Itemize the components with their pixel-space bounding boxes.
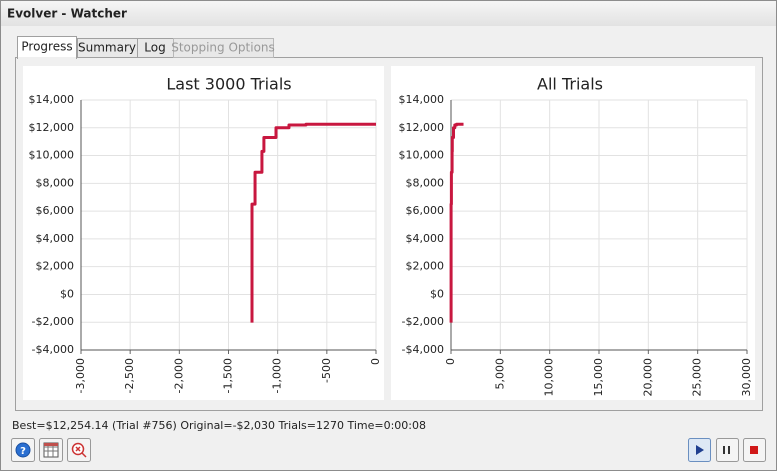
tab-join bbox=[18, 57, 76, 59]
y-tick-label: $4,000 bbox=[36, 232, 75, 245]
line-series bbox=[250, 122, 376, 323]
x-tick-label: 0 bbox=[369, 358, 382, 365]
x-tick-label: 20,000 bbox=[641, 358, 654, 397]
x-tick-label: 15,000 bbox=[592, 358, 605, 397]
y-tick-label: $12,000 bbox=[29, 121, 75, 134]
pause-button[interactable] bbox=[716, 438, 739, 462]
y-tick-label: $14,000 bbox=[29, 93, 75, 106]
help-button[interactable]: ? bbox=[11, 438, 35, 462]
y-tick-label: $8,000 bbox=[406, 176, 445, 189]
chart-panel bbox=[23, 66, 384, 400]
y-tick-label: $6,000 bbox=[406, 204, 445, 217]
y-tick-label: $6,000 bbox=[36, 204, 75, 217]
chart-title: All Trials bbox=[537, 75, 603, 94]
tab-label[interactable]: Progress bbox=[21, 40, 72, 54]
line-series bbox=[449, 122, 464, 323]
excel-button[interactable] bbox=[39, 438, 63, 462]
y-tick-label: $0 bbox=[60, 287, 74, 300]
y-tick-label: $2,000 bbox=[406, 260, 445, 273]
tab bbox=[173, 38, 274, 58]
y-tick-label: $0 bbox=[430, 287, 444, 300]
tab-label: Stopping Options bbox=[171, 41, 275, 55]
x-tick-label: -1,000 bbox=[271, 358, 284, 393]
x-tick-label: -2,500 bbox=[123, 358, 136, 393]
zoom-button[interactable] bbox=[67, 438, 91, 462]
y-tick-label: $10,000 bbox=[399, 149, 445, 162]
x-tick-label: 30,000 bbox=[740, 358, 753, 397]
y-tick-label: $2,000 bbox=[36, 260, 75, 273]
y-tick-label: $8,000 bbox=[36, 176, 75, 189]
title-bar bbox=[1, 1, 776, 26]
x-tick-label: 0 bbox=[444, 358, 457, 365]
x-tick-label: 5,000 bbox=[493, 358, 506, 390]
window-title: Evolver - Watcher bbox=[7, 7, 127, 21]
chart-title: Last 3000 Trials bbox=[166, 75, 291, 94]
x-tick-label: 25,000 bbox=[691, 358, 704, 397]
x-tick-label: -1,500 bbox=[222, 358, 235, 393]
tab-label[interactable]: Log bbox=[144, 41, 165, 55]
x-tick-label: -3,000 bbox=[74, 358, 87, 393]
stop-button[interactable] bbox=[743, 438, 766, 462]
status-text: Best=$12,254.14 (Trial #756) Original=-$… bbox=[12, 419, 426, 432]
y-tick-label: -$4,000 bbox=[32, 343, 74, 356]
y-tick-label: -$2,000 bbox=[32, 315, 74, 328]
tab-label[interactable]: Summary bbox=[78, 41, 136, 55]
x-tick-label: -500 bbox=[320, 358, 333, 383]
x-tick-label: -2,000 bbox=[172, 358, 185, 393]
y-tick-label: $14,000 bbox=[399, 93, 445, 106]
y-tick-label: -$4,000 bbox=[402, 343, 444, 356]
y-tick-label: $10,000 bbox=[29, 149, 75, 162]
run-button[interactable] bbox=[688, 438, 711, 462]
y-tick-label: $4,000 bbox=[406, 232, 445, 245]
y-tick-label: $12,000 bbox=[399, 121, 445, 134]
x-tick-label: 10,000 bbox=[543, 358, 556, 397]
y-tick-label: -$2,000 bbox=[402, 315, 444, 328]
svg-text:?: ? bbox=[20, 446, 26, 457]
